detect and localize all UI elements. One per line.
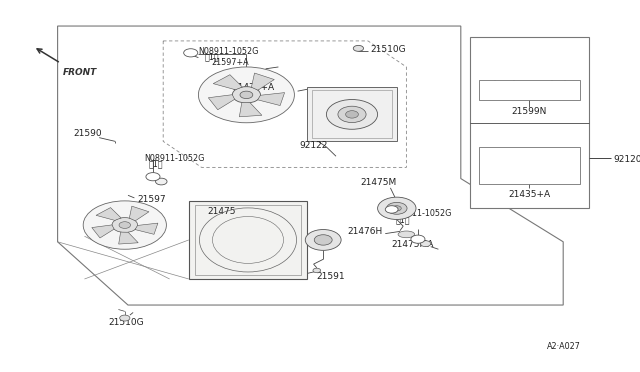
- Text: （1）: （1）: [148, 160, 163, 169]
- Text: 21475MA: 21475MA: [392, 240, 434, 249]
- Polygon shape: [129, 206, 149, 221]
- Polygon shape: [213, 75, 243, 90]
- Text: 92120M: 92120M: [613, 155, 640, 164]
- Circle shape: [392, 206, 401, 211]
- Circle shape: [198, 67, 294, 123]
- Circle shape: [184, 49, 198, 57]
- Polygon shape: [96, 208, 121, 220]
- Circle shape: [156, 178, 167, 185]
- Text: FRONT: FRONT: [63, 68, 97, 77]
- Polygon shape: [135, 223, 158, 234]
- Text: N08911-1052G: N08911-1052G: [145, 154, 205, 163]
- Circle shape: [326, 99, 378, 129]
- Bar: [307, 87, 397, 141]
- Polygon shape: [58, 26, 563, 305]
- Text: （1）: （1）: [205, 52, 220, 61]
- Circle shape: [232, 87, 260, 103]
- Text: N08911-1052G: N08911-1052G: [198, 47, 259, 56]
- Bar: [312, 90, 392, 138]
- Text: 21475M: 21475M: [360, 178, 397, 187]
- Polygon shape: [118, 232, 138, 244]
- Polygon shape: [209, 95, 235, 110]
- Text: 92122: 92122: [300, 141, 328, 150]
- Polygon shape: [239, 103, 262, 117]
- Bar: [479, 80, 580, 100]
- Text: 21475: 21475: [207, 207, 236, 216]
- Text: 21476H: 21476H: [348, 227, 383, 236]
- Circle shape: [240, 91, 253, 99]
- Text: 21435+A: 21435+A: [508, 190, 550, 199]
- Text: 21597+A: 21597+A: [211, 58, 249, 67]
- Circle shape: [420, 241, 431, 247]
- Polygon shape: [258, 93, 285, 106]
- Text: 21475+A: 21475+A: [232, 83, 275, 92]
- Text: N: N: [415, 236, 421, 242]
- Circle shape: [353, 45, 364, 51]
- Text: 21510G: 21510G: [370, 45, 406, 54]
- Circle shape: [305, 230, 341, 250]
- Text: N08911-1052G: N08911-1052G: [392, 209, 452, 218]
- Text: 21599N: 21599N: [511, 107, 547, 116]
- Circle shape: [314, 235, 332, 245]
- Ellipse shape: [398, 231, 415, 238]
- Text: N: N: [388, 206, 395, 212]
- Circle shape: [146, 173, 160, 181]
- Polygon shape: [252, 73, 275, 90]
- Circle shape: [385, 206, 398, 213]
- Text: 21510G: 21510G: [109, 318, 145, 327]
- Circle shape: [120, 315, 130, 321]
- Text: N: N: [188, 50, 194, 56]
- Text: 21597: 21597: [137, 195, 166, 203]
- Text: N: N: [150, 174, 156, 180]
- Polygon shape: [92, 225, 114, 238]
- Bar: [470, 37, 589, 208]
- Text: 21590: 21590: [73, 129, 102, 138]
- Circle shape: [119, 222, 131, 228]
- Circle shape: [411, 235, 425, 243]
- Circle shape: [313, 268, 321, 273]
- Text: A2·A027: A2·A027: [547, 342, 581, 351]
- Circle shape: [378, 197, 416, 219]
- Text: （1）: （1）: [396, 215, 410, 224]
- Circle shape: [387, 202, 407, 214]
- Circle shape: [112, 218, 138, 232]
- Circle shape: [346, 110, 358, 118]
- Circle shape: [83, 201, 166, 249]
- Bar: [189, 201, 307, 279]
- Bar: [479, 147, 580, 184]
- Circle shape: [338, 106, 366, 122]
- Text: 21591: 21591: [317, 272, 346, 280]
- Bar: [195, 205, 301, 275]
